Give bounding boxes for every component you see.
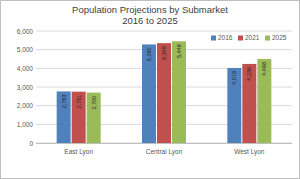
y-tick-label: 4,000	[17, 65, 34, 72]
legend-label: 2025	[272, 34, 287, 41]
chart-container: Population Projections by Submarket2016 …	[0, 0, 300, 179]
y-tick-label: 0	[29, 140, 33, 147]
data-label: 2,700	[91, 96, 97, 110]
data-label: 5,448	[176, 44, 182, 58]
x-tick-label: West Lyon	[234, 148, 265, 156]
x-tick-label: Central Lyon	[146, 148, 183, 156]
y-tick-label: 1,000	[17, 121, 34, 128]
grid-line	[36, 31, 292, 32]
data-label: 2,751	[76, 95, 82, 109]
data-label: 4,236	[246, 67, 252, 81]
legend-swatch	[238, 36, 243, 41]
legend-swatch	[211, 36, 216, 41]
chart-svg: Population Projections by Submarket2016 …	[0, 0, 300, 179]
chart-border	[1, 1, 300, 179]
bars	[57, 41, 272, 143]
data-label: 5,280	[146, 47, 152, 61]
data-label: 4,018	[231, 71, 237, 85]
legend-swatch	[265, 36, 270, 41]
bar	[242, 64, 256, 143]
bar	[257, 59, 271, 143]
y-tick-label: 5,000	[17, 46, 34, 53]
bar	[72, 92, 86, 143]
subtitle: 2016 to 2025	[122, 15, 177, 26]
bar	[87, 93, 101, 143]
bar	[172, 41, 186, 143]
bar	[57, 91, 71, 143]
legend-label: 2021	[245, 34, 260, 41]
data-label: 2,763	[61, 94, 67, 108]
data-label: 4,498	[261, 62, 267, 76]
bar	[227, 68, 241, 143]
title: Population Projections by Submarket	[72, 4, 228, 15]
x-tick-label: East Lyon	[64, 148, 93, 156]
legend: 2016 2021 2025	[211, 34, 287, 41]
data-labels: 2,763 2,751 2,700 5,280 5,349 5,448 4,018 4,236…	[61, 44, 268, 109]
y-tick-label: 3,000	[17, 84, 34, 91]
data-label: 5,349	[161, 46, 167, 60]
y-tick-label: 2,000	[17, 102, 34, 109]
legend-label: 2016	[218, 34, 233, 41]
bar	[157, 43, 171, 143]
x-axis-line	[36, 143, 292, 144]
bar	[142, 44, 156, 143]
y-tick-label: 6,000	[17, 28, 34, 35]
